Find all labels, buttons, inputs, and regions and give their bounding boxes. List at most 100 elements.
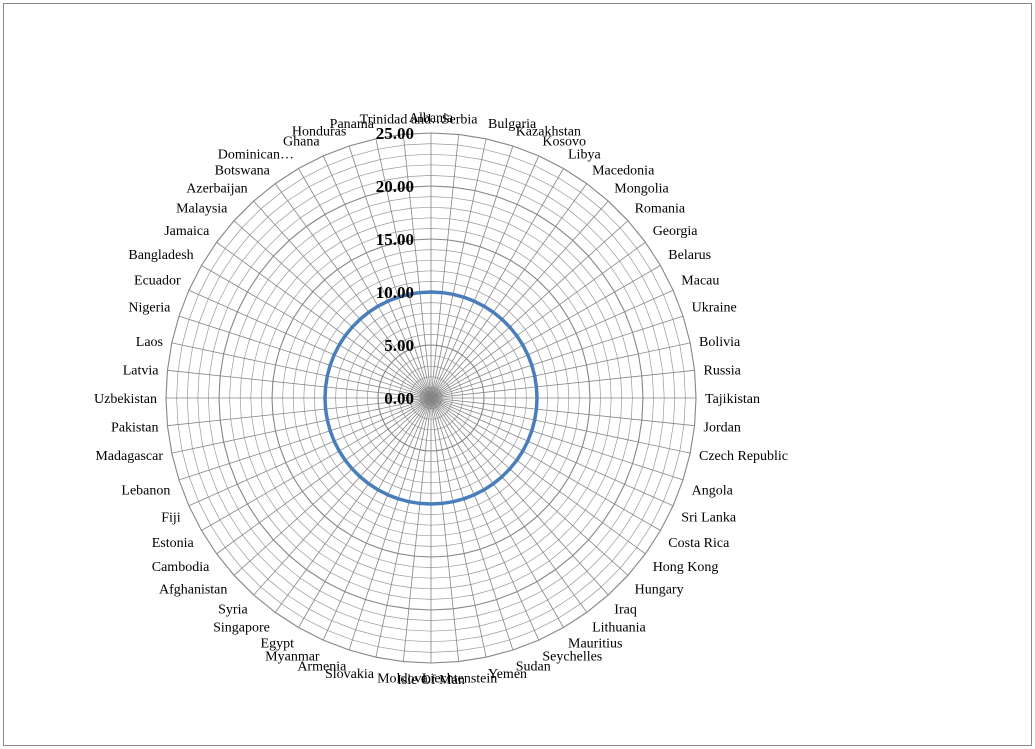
grid-spoke xyxy=(430,200,609,399)
category-label: Czech Republic xyxy=(699,449,788,464)
category-label: Pakistan xyxy=(111,421,158,436)
category-label: Bolivia xyxy=(699,335,741,350)
category-label: Azerbaijan xyxy=(186,181,247,196)
category-label: Jordan xyxy=(704,421,741,436)
category-label: Mongolia xyxy=(614,181,669,196)
category-label: Lithuania xyxy=(592,621,646,636)
grid-spoke xyxy=(430,168,564,399)
tick-label: 20.00 xyxy=(376,177,414,196)
tick-label: 10.00 xyxy=(376,283,414,302)
radar-series xyxy=(323,290,539,506)
category-label: Uzbekistan xyxy=(94,392,157,407)
grid-spoke xyxy=(274,183,432,399)
category-label: Seychelles xyxy=(542,649,602,664)
grid-spoke xyxy=(298,168,432,399)
category-label: Sri Lanka xyxy=(681,510,737,525)
grid-spoke xyxy=(188,397,432,507)
grid-spoke xyxy=(233,220,432,399)
category-label: Panama xyxy=(330,117,375,132)
category-label: Belarus xyxy=(668,248,711,263)
category-label: Laos xyxy=(136,335,163,350)
grid-spoke xyxy=(430,138,487,399)
category-label: Malaysia xyxy=(176,202,228,217)
radar-grid xyxy=(165,132,697,664)
grid-spoke xyxy=(430,397,691,454)
grid-spoke xyxy=(322,397,432,641)
radar-chart: 0.00 5.00 10.00 15.00 20.00 25.00 AlbaniaSerb… xyxy=(94,111,788,688)
category-label: Georgia xyxy=(653,224,699,239)
category-label: Madagascar xyxy=(95,449,163,464)
category-label: Ukraine xyxy=(692,300,737,315)
category-label: Yemen xyxy=(488,667,527,682)
grid-spoke xyxy=(430,265,661,399)
category-label: Afghanistan xyxy=(159,582,227,597)
grid-spoke xyxy=(233,397,432,576)
grid-spoke xyxy=(171,342,432,399)
category-label: Cambodia xyxy=(152,560,210,575)
grid-spoke xyxy=(216,241,432,399)
category-label: Kazakhstan xyxy=(516,124,581,139)
category-label: Kosovo xyxy=(542,135,586,150)
grid-spoke xyxy=(274,397,432,613)
tick-label: 5.00 xyxy=(384,336,414,355)
category-label: Nigeria xyxy=(128,300,171,315)
category-label: Romania xyxy=(635,202,686,217)
grid-spoke xyxy=(430,241,646,399)
category-label: Tajikistan xyxy=(705,392,760,407)
category-label: Ecuador xyxy=(134,274,181,289)
grid-spoke xyxy=(298,397,432,628)
grid-spoke xyxy=(430,397,674,507)
category-label: Bangladesh xyxy=(128,248,193,263)
grid-spoke xyxy=(167,397,432,427)
chart-frame: 0.00 5.00 10.00 15.00 20.00 25.00 Albania Serb… xyxy=(3,3,1032,746)
grid-spoke xyxy=(430,315,684,399)
category-label: Hungary xyxy=(635,582,684,597)
grid-spoke xyxy=(430,369,695,399)
category-label: Singapore xyxy=(213,621,270,636)
grid-spoke xyxy=(201,397,432,531)
grid-spoke xyxy=(430,397,629,576)
grid-spoke xyxy=(430,397,460,662)
category-label: Sudan xyxy=(516,660,551,675)
grid-spoke xyxy=(430,397,588,613)
category-label: Fiji xyxy=(161,510,181,525)
grid-spoke xyxy=(430,145,514,399)
category-label: Hong Kong xyxy=(653,560,719,575)
grid-spoke xyxy=(430,397,661,531)
grid-spoke xyxy=(188,289,432,399)
grid-spoke xyxy=(430,397,646,555)
grid-spoke xyxy=(430,397,609,596)
grid-spoke xyxy=(178,397,432,481)
grid-spoke xyxy=(430,289,674,399)
grid-spoke xyxy=(430,397,564,628)
tick-label: 25.00 xyxy=(376,124,414,143)
grid-spoke xyxy=(430,342,691,399)
grid-spoke xyxy=(171,397,432,454)
category-label: Macedonia xyxy=(592,163,655,178)
grid-spoke xyxy=(430,220,629,399)
category-label: Egypt xyxy=(261,636,295,651)
category-label: Syria xyxy=(218,603,248,618)
category-label: Bulgaria xyxy=(488,117,537,132)
tick-label: 0.00 xyxy=(384,389,414,408)
category-label: Albania xyxy=(409,111,454,126)
category-label: Latvia xyxy=(123,363,160,378)
category-label: Costa Rica xyxy=(668,536,730,551)
grid-spoke xyxy=(253,200,432,399)
grid-spoke xyxy=(201,265,432,399)
grid-spoke xyxy=(402,397,432,662)
category-label: Lebanon xyxy=(121,484,170,499)
grid-spoke xyxy=(430,397,540,641)
grid-spoke xyxy=(375,397,432,658)
category-label: Armenia xyxy=(297,660,347,675)
grid-spoke xyxy=(322,155,432,399)
category-label: Serbia xyxy=(442,113,479,128)
series-line xyxy=(323,290,539,506)
grid-spoke xyxy=(430,134,460,399)
category-label: Myanmar xyxy=(265,649,320,664)
grid-spoke xyxy=(430,183,588,399)
grid-spoke xyxy=(430,155,540,399)
category-label: Trinidad and… xyxy=(360,113,445,128)
grid-spoke xyxy=(430,397,487,658)
grid-spoke xyxy=(178,315,432,399)
